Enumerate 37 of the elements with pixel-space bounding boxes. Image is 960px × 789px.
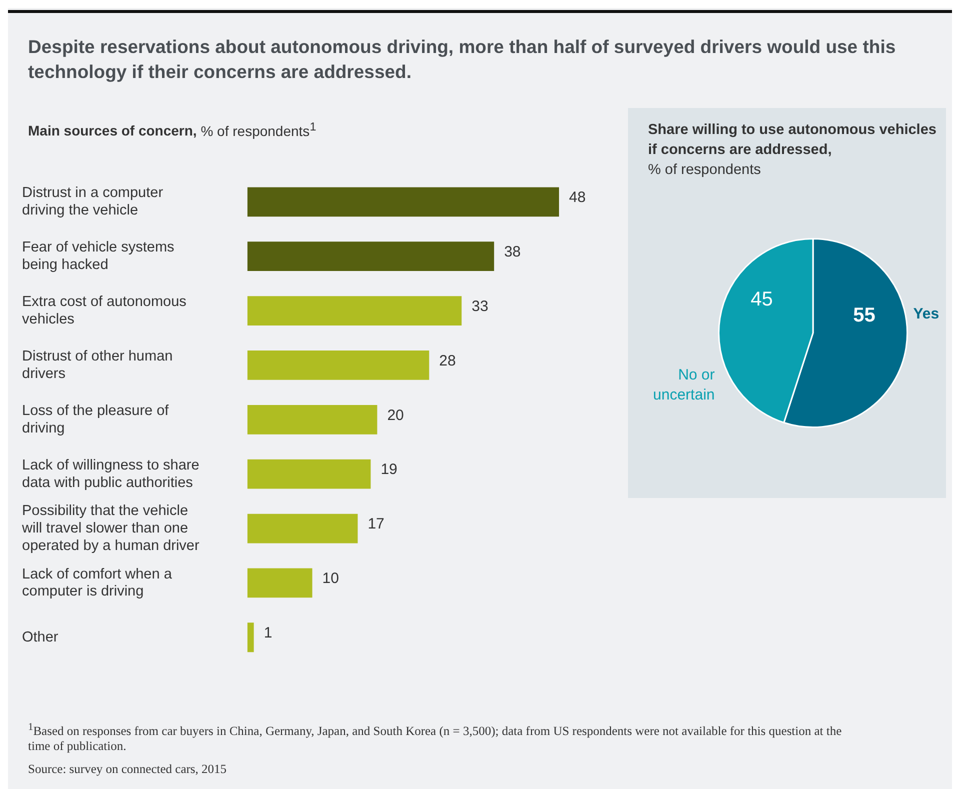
y-tick-label: Possibility that the vehicle will travel slower than one operated by a human driver — [21, 503, 200, 554]
data-label: 28 — [439, 352, 456, 370]
data-label: 10 — [322, 570, 339, 588]
chart-subtitle: % of respondents — [648, 162, 761, 178]
bar — [247, 568, 312, 598]
data-label: 19 — [380, 461, 398, 478]
bar — [247, 622, 254, 652]
y-tick-label: Distrust in a computer driving the vehicle — [22, 185, 164, 219]
y-tick-label: Extra cost of autonomous vehicles — [22, 294, 186, 328]
data-label: 1 — [264, 624, 272, 642]
data-label: 48 — [569, 189, 586, 206]
data-label: 45 — [750, 288, 773, 310]
source-note: Source: survey on connected cars, 2015 — [28, 762, 228, 778]
y-tick-label: Other — [22, 629, 58, 646]
bar — [247, 514, 358, 544]
text: $^{1}$Based on responses from car buyers in China, Germany, Japan, and South Korea (n = 3,500); data from US respondents were not available for this question at the time of publication. — [28, 721, 843, 754]
y-tick-label: Fear of vehicle systems being hacked — [22, 240, 174, 274]
data-label: 17 — [368, 516, 384, 533]
bar — [247, 350, 430, 380]
data-label: 33 — [472, 298, 488, 315]
y-tick-label: Lack of willingness to share data with public authorities — [22, 457, 200, 491]
y-tick-label: Loss of the pleasure of driving — [22, 402, 170, 436]
bar — [247, 459, 371, 489]
data-label: 38 — [504, 243, 521, 260]
y-tick-label: Distrust of other human drivers — [22, 348, 173, 382]
bar — [247, 242, 494, 272]
data-label: 55 — [853, 304, 876, 327]
chart-subtitle: Main sources of concern, % of respondents$^{1}$ — [28, 120, 316, 139]
bar — [247, 187, 560, 217]
slice-label: Yes — [913, 305, 940, 322]
chart-title: Share willing to use autonomous vehicles if concerns are addressed, — [648, 122, 936, 158]
chart-title: Despite reservations about autonomous driving, more than half of surveyed drivers would use this technology if their concerns are addressed. — [28, 35, 897, 84]
y-tick-label: Lack of comfort when a computer is driving — [22, 566, 173, 600]
bar — [247, 404, 378, 434]
data-label: 20 — [387, 406, 404, 424]
slice-label: No or uncertain — [653, 366, 715, 404]
bar — [247, 296, 462, 326]
